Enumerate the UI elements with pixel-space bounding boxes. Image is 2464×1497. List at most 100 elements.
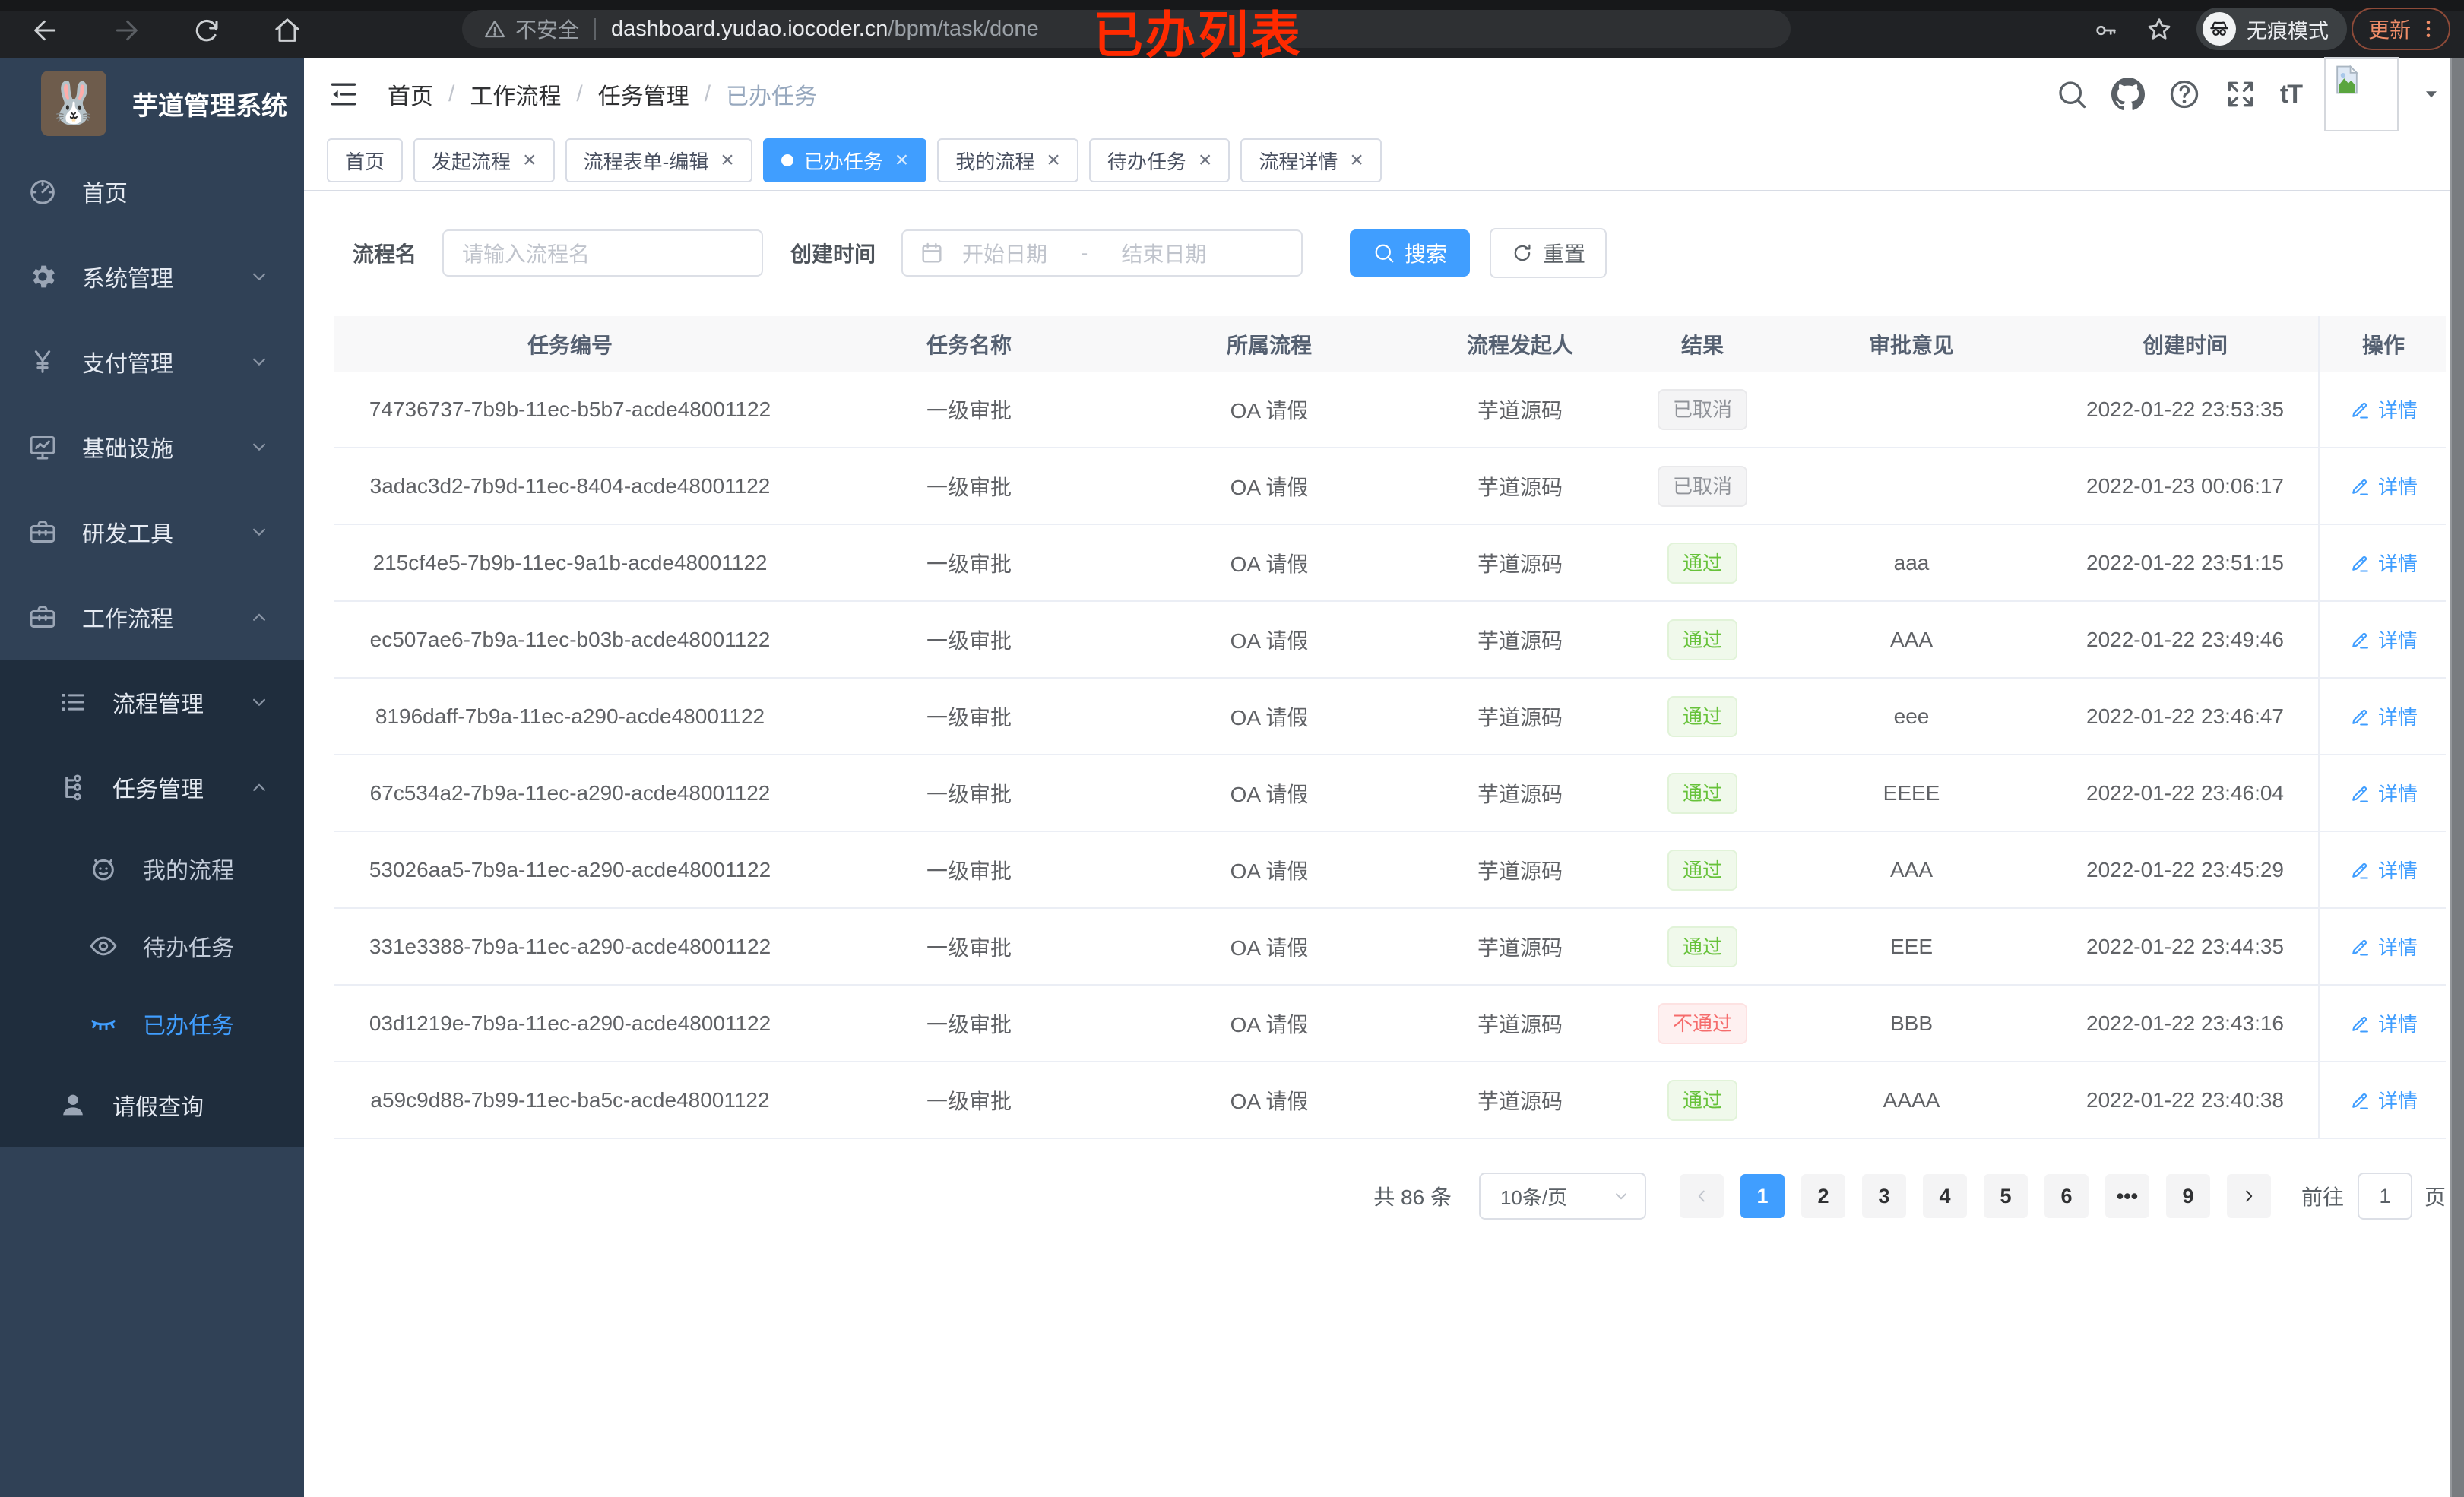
column-header: 操作 [2318,316,2447,372]
sidebar-item-workflow[interactable]: 工作流程 [0,574,304,660]
prev-page-button[interactable] [1679,1174,1724,1218]
page-button-2[interactable]: 2 [1800,1174,1845,1218]
pagination: 共 86 条 10条/页 1 2 3 4 5 6 ••• 9 前往 1 页 [304,1173,2446,1220]
sidebar-item-done-tasks[interactable]: 已办任务 [0,985,304,1062]
page-size-select[interactable]: 10条/页 [1478,1173,1646,1220]
tab-close-icon[interactable]: × [1047,147,1060,172]
page-ellipsis[interactable]: ••• [2105,1174,2149,1218]
sidebar-item-label: 基础设施 [82,437,173,462]
task-name: 一级审批 [926,705,1012,730]
page-button-1[interactable]: 1 [1740,1174,1785,1218]
window-scrollbar[interactable] [2450,58,2464,1497]
search-button[interactable]: 搜索 [1350,229,1471,277]
sidebar-item-label: 请假查询 [112,1095,204,1120]
create-time: 2022-01-22 23:51:15 [2086,550,2284,574]
sidebar-item-devtools[interactable]: 研发工具 [0,489,304,574]
page-button-6[interactable]: 6 [2044,1174,2089,1218]
sidebar-item-system[interactable]: 系统管理 [0,234,304,319]
tab-发起流程[interactable]: 发起流程 × [413,138,555,182]
page-button-9[interactable]: 9 [2165,1174,2210,1218]
breadcrumb-item[interactable]: 工作流程 [470,84,562,109]
start-date-placeholder: 开始日期 [962,242,1048,266]
result-badge: 通过 [1667,1079,1737,1121]
user-caret-down-icon[interactable] [2421,84,2441,104]
sidebar-item-payment[interactable]: 支付管理 [0,319,304,404]
process-name: OA 请假 [1230,705,1309,730]
sidebar-item-label: 我的流程 [143,859,234,884]
approve-opinion: AAA [1889,627,1934,651]
search-button-icon [1373,242,1395,264]
sidebar-item-home[interactable]: 首页 [0,149,304,234]
help-icon[interactable] [2168,78,2201,111]
detail-link[interactable]: 详情 [2349,1086,2418,1114]
fullscreen-icon[interactable] [2224,78,2257,111]
sidebar-item-label: 工作流程 [82,607,173,632]
chevron-down-icon [248,435,271,458]
tab-close-icon[interactable]: × [1350,147,1363,172]
chevron-right-icon [2239,1186,2259,1206]
tab-close-icon[interactable]: × [523,147,537,172]
eye-closed-icon [88,1008,119,1039]
page-button-3[interactable]: 3 [1861,1174,1906,1218]
process-name: OA 请假 [1230,398,1309,423]
search-icon[interactable] [2055,78,2089,111]
address-bar[interactable]: 不安全 dashboard.yudao.iocoder.cn /bpm/task… [462,10,1791,48]
approve-opinion: EEE [1889,934,1934,958]
sidebar-item-my-process[interactable]: 我的流程 [0,830,304,907]
font-size-icon[interactable]: tT [2279,79,2303,109]
task-id: 67c534a2-7b9a-11ec-a290-acde48001122 [369,780,771,805]
detail-link[interactable]: 详情 [2349,472,2418,500]
sidebar-item-task-mgmt[interactable]: 任务管理 [0,745,304,830]
tab-已办任务[interactable]: 已办任务 × [762,138,927,182]
detail-link[interactable]: 详情 [2349,1009,2418,1037]
tab-我的流程[interactable]: 我的流程 × [937,138,1078,182]
detail-link[interactable]: 详情 [2349,702,2418,730]
next-page-button[interactable] [2226,1174,2271,1218]
tab-流程详情[interactable]: 流程详情 × [1240,138,1382,182]
bookmark-star-icon[interactable] [2145,15,2174,44]
detail-link[interactable]: 详情 [2349,932,2418,961]
page-button-4[interactable]: 4 [1922,1174,1967,1218]
tab-流程表单-编辑[interactable]: 流程表单-编辑 × [565,138,752,182]
browser-reload-icon[interactable] [192,15,222,46]
tab-close-icon[interactable]: × [1198,147,1212,172]
tab-label: 发起流程 [432,150,511,173]
breadcrumb-item[interactable]: 任务管理 [597,84,689,109]
detail-link[interactable]: 详情 [2349,549,2418,577]
date-range-input[interactable]: 开始日期 - 结束日期 [901,229,1303,277]
browser-forward-icon[interactable] [111,15,141,46]
avatar[interactable] [2324,57,2399,131]
sidebar-item-process-mgmt[interactable]: 流程管理 [0,660,304,745]
page-button-5[interactable]: 5 [1983,1174,2028,1218]
breadcrumb-item[interactable]: 首页 [388,84,433,109]
sidebar-logo[interactable]: 🐰 芋道管理系统 [0,58,304,149]
detail-link[interactable]: 详情 [2349,779,2418,807]
sidebar-item-infra[interactable]: 基础设施 [0,404,304,489]
tab-close-icon[interactable]: × [895,147,909,172]
process-name-input[interactable]: 请输入流程名 [442,229,764,277]
browser-back-icon[interactable] [30,15,61,46]
url-path: /bpm/task/done [888,16,1039,41]
password-key-icon[interactable] [2092,17,2119,44]
process-name: OA 请假 [1230,782,1309,806]
sidebar-item-todo-tasks[interactable]: 待办任务 [0,907,304,985]
detail-link[interactable]: 详情 [2349,625,2418,654]
browser-update-button[interactable]: 更新 [2352,8,2451,50]
browser-menu-dots-icon[interactable] [2417,17,2440,40]
tab-close-icon[interactable]: × [721,147,734,172]
reset-button[interactable]: 重置 [1490,228,1607,278]
detail-link[interactable]: 详情 [2349,395,2418,423]
goto-page-input[interactable]: 1 [2357,1173,2412,1220]
browser-home-icon[interactable] [272,15,302,46]
sidebar-fold-icon[interactable] [327,78,360,111]
github-icon[interactable] [2111,78,2145,111]
tab-首页[interactable]: 首页 [327,138,404,182]
goto-label: 前往 [2301,1185,2344,1209]
process-starter: 芋道源码 [1477,398,1563,423]
task-id: 215cf4e5-7b9b-11ec-9a1b-acde48001122 [372,550,768,574]
tab-待办任务[interactable]: 待办任务 × [1088,138,1230,182]
task-id: 8196daff-7b9a-11ec-a290-acde48001122 [375,704,765,728]
create-time: 2022-01-22 23:46:47 [2086,704,2284,728]
detail-link[interactable]: 详情 [2349,856,2418,884]
sidebar-item-leave-query[interactable]: 请假查询 [0,1062,304,1147]
